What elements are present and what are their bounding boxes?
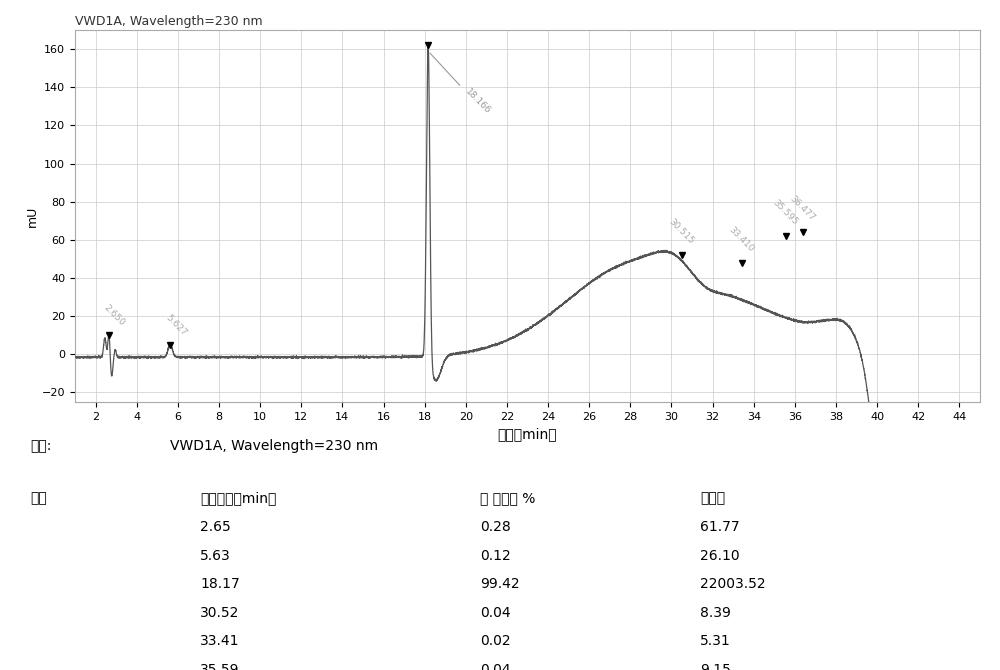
Text: 22003.52: 22003.52 [700,577,766,591]
Text: 名称: 名称 [30,492,47,505]
Text: 35.59: 35.59 [200,663,240,670]
Text: 26.10: 26.10 [700,549,740,563]
Text: 0.04: 0.04 [480,663,511,670]
Text: 8.39: 8.39 [700,606,731,620]
Y-axis label: mU: mU [26,206,39,226]
Text: 18.17: 18.17 [200,577,240,591]
Text: 61.77: 61.77 [700,520,740,534]
Text: 99.42: 99.42 [480,577,520,591]
Text: 峰 峰面积 %: 峰 峰面积 % [480,492,535,505]
Text: 35.595: 35.595 [771,198,800,226]
Text: 2.650: 2.650 [102,303,126,328]
Text: 0.28: 0.28 [480,520,511,534]
Text: 2.65: 2.65 [200,520,231,534]
X-axis label: 时间［min］: 时间［min］ [498,427,557,442]
Text: 信号:: 信号: [30,440,51,454]
Text: 33.410: 33.410 [727,224,756,253]
Text: 9.15: 9.15 [700,663,731,670]
Text: 0.04: 0.04 [480,606,511,620]
Text: 18.166: 18.166 [464,87,492,116]
Text: 峰面积: 峰面积 [700,492,725,505]
Text: VWD1A, Wavelength=230 nm: VWD1A, Wavelength=230 nm [170,440,378,454]
Text: 5.31: 5.31 [700,634,731,648]
Text: 36.477: 36.477 [788,194,816,222]
Text: 30.515: 30.515 [667,217,696,246]
Text: VWD1A, Wavelength=230 nm: VWD1A, Wavelength=230 nm [75,15,263,27]
Text: 5.63: 5.63 [200,549,231,563]
Text: 5.627: 5.627 [163,313,188,337]
Text: 33.41: 33.41 [200,634,240,648]
Text: 30.52: 30.52 [200,606,239,620]
Text: 0.02: 0.02 [480,634,511,648]
Text: 保留时间［min］: 保留时间［min］ [200,492,276,505]
Text: 0.12: 0.12 [480,549,511,563]
